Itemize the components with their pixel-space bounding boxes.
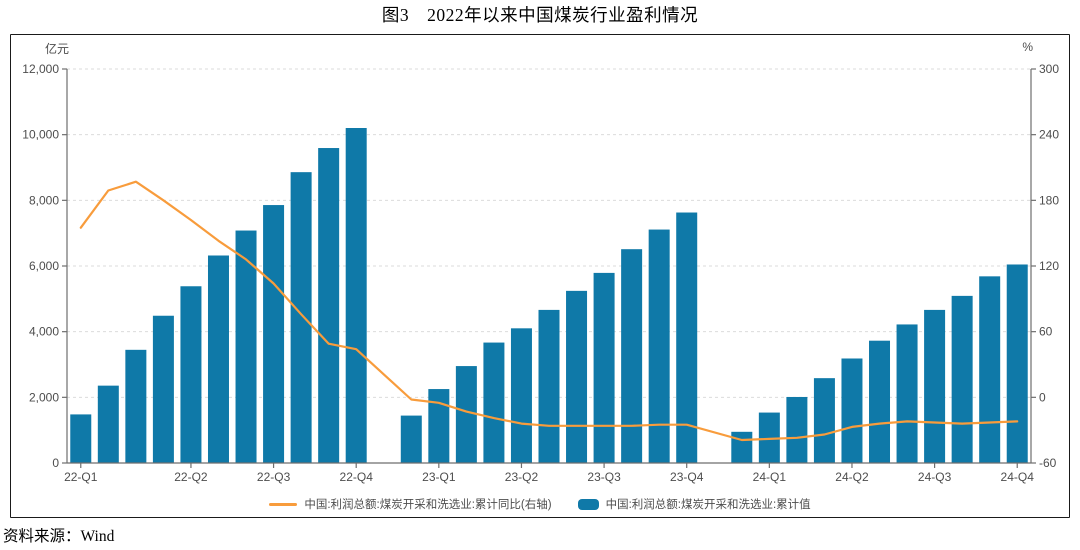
legend-item-yoy-line: 中国:利润总额:煤炭开采和洗选业:累计同比(右轴) [269,496,552,512]
bar-2023-06 [510,328,532,463]
bar-2023-04 [455,366,477,463]
bar-2023-11 [648,229,670,463]
bar-2024-10 [951,295,973,463]
bar-2024-11 [979,276,1001,463]
bar-2022-09 [263,205,285,463]
bar-2022-11 [318,148,340,463]
svg-text:12,000: 12,000 [22,62,59,76]
bar-2024-09 [924,309,946,463]
bar-2023-02 [400,415,422,463]
bar-2024-08 [896,324,918,463]
bar-2024-03 [758,412,780,463]
bar-2022-05 [152,315,174,463]
legend-item-cumulative-bar: 中国:利润总额:煤炭开采和洗选业:累计值 [577,496,811,512]
svg-text:10,000: 10,000 [22,128,59,142]
bar-2024-02 [731,431,753,463]
svg-text:60: 60 [1039,325,1053,339]
svg-text:23-Q3: 23-Q3 [587,470,621,484]
svg-text:6,000: 6,000 [29,259,59,273]
svg-text:2,000: 2,000 [29,390,59,404]
svg-text:24-Q4: 24-Q4 [1001,470,1035,484]
svg-text:300: 300 [1039,62,1059,76]
bar-2024-07 [869,340,891,463]
bar-2024-05 [813,378,835,463]
svg-text:22-Q2: 22-Q2 [174,470,208,484]
bar-2023-08 [566,290,588,463]
legend-label-cumulative: 中国:利润总额:煤炭开采和洗选业:累计值 [605,499,811,511]
bar-2022-03 [97,385,119,463]
svg-text:240: 240 [1039,128,1059,142]
bar-2024-12 [1006,264,1028,463]
svg-text:180: 180 [1039,193,1059,207]
bar-2024-04 [786,396,808,463]
bar-2023-12 [676,212,698,463]
chart-panel: 12,000 10,000 8,000 6,000 4,000 2,000 0 300 240 1… [10,34,1070,518]
bar-2022-06 [180,286,202,463]
svg-text:120: 120 [1039,259,1059,273]
bar-2022-12 [345,128,367,463]
svg-text:-60: -60 [1039,456,1057,470]
bar-2022-02 [70,414,92,463]
svg-text:22-Q3: 22-Q3 [257,470,291,484]
svg-text:8,000: 8,000 [29,193,59,207]
svg-text:22-Q1: 22-Q1 [64,470,98,484]
svg-text:24-Q1: 24-Q1 [753,470,787,484]
left-axis-unit: 亿元 [45,42,70,56]
bar-2022-07 [207,255,229,463]
bar-2024-06 [841,358,863,463]
bar-2023-09 [593,272,615,463]
svg-text:0: 0 [52,456,59,470]
line-series-swatch [269,502,298,506]
right-axis-unit: % [1022,40,1033,54]
bar-2022-04 [125,349,147,463]
svg-text:0: 0 [1039,390,1046,404]
svg-text:23-Q1: 23-Q1 [422,470,456,484]
bar-2022-08 [235,230,257,463]
svg-text:23-Q2: 23-Q2 [505,470,539,484]
svg-text:24-Q2: 24-Q2 [835,470,869,484]
bar-2023-03 [428,389,450,463]
legend-label-yoy: 中国:利润总额:煤炭开采和洗选业:累计同比(右轴) [304,499,552,511]
chart-legend: 中国:利润总额:煤炭开采和洗选业:累计同比(右轴) 中国:利润总额:煤炭开采和洗… [11,496,1069,512]
bar-2023-05 [483,342,505,463]
data-source: 资料来源：Wind [3,528,115,545]
axis-labels: 12,000 10,000 8,000 6,000 4,000 2,000 0 300 240 1… [22,62,1059,484]
bar-2023-07 [538,309,560,463]
svg-text:4,000: 4,000 [29,325,59,339]
bars [70,128,1028,463]
svg-text:23-Q4: 23-Q4 [670,470,704,484]
svg-text:22-Q4: 22-Q4 [340,470,374,484]
bar-series-swatch [577,498,599,510]
yoy-line [79,180,1019,442]
svg-text:24-Q3: 24-Q3 [918,470,952,484]
bar-2023-10 [621,249,643,463]
coal-profit-combo-chart: 12,000 10,000 8,000 6,000 4,000 2,000 0 300 240 1… [22,62,1059,484]
figure-title: 图3 2022年以来中国煤炭行业盈利情况 [381,5,699,25]
bar-2022-10 [290,172,312,463]
